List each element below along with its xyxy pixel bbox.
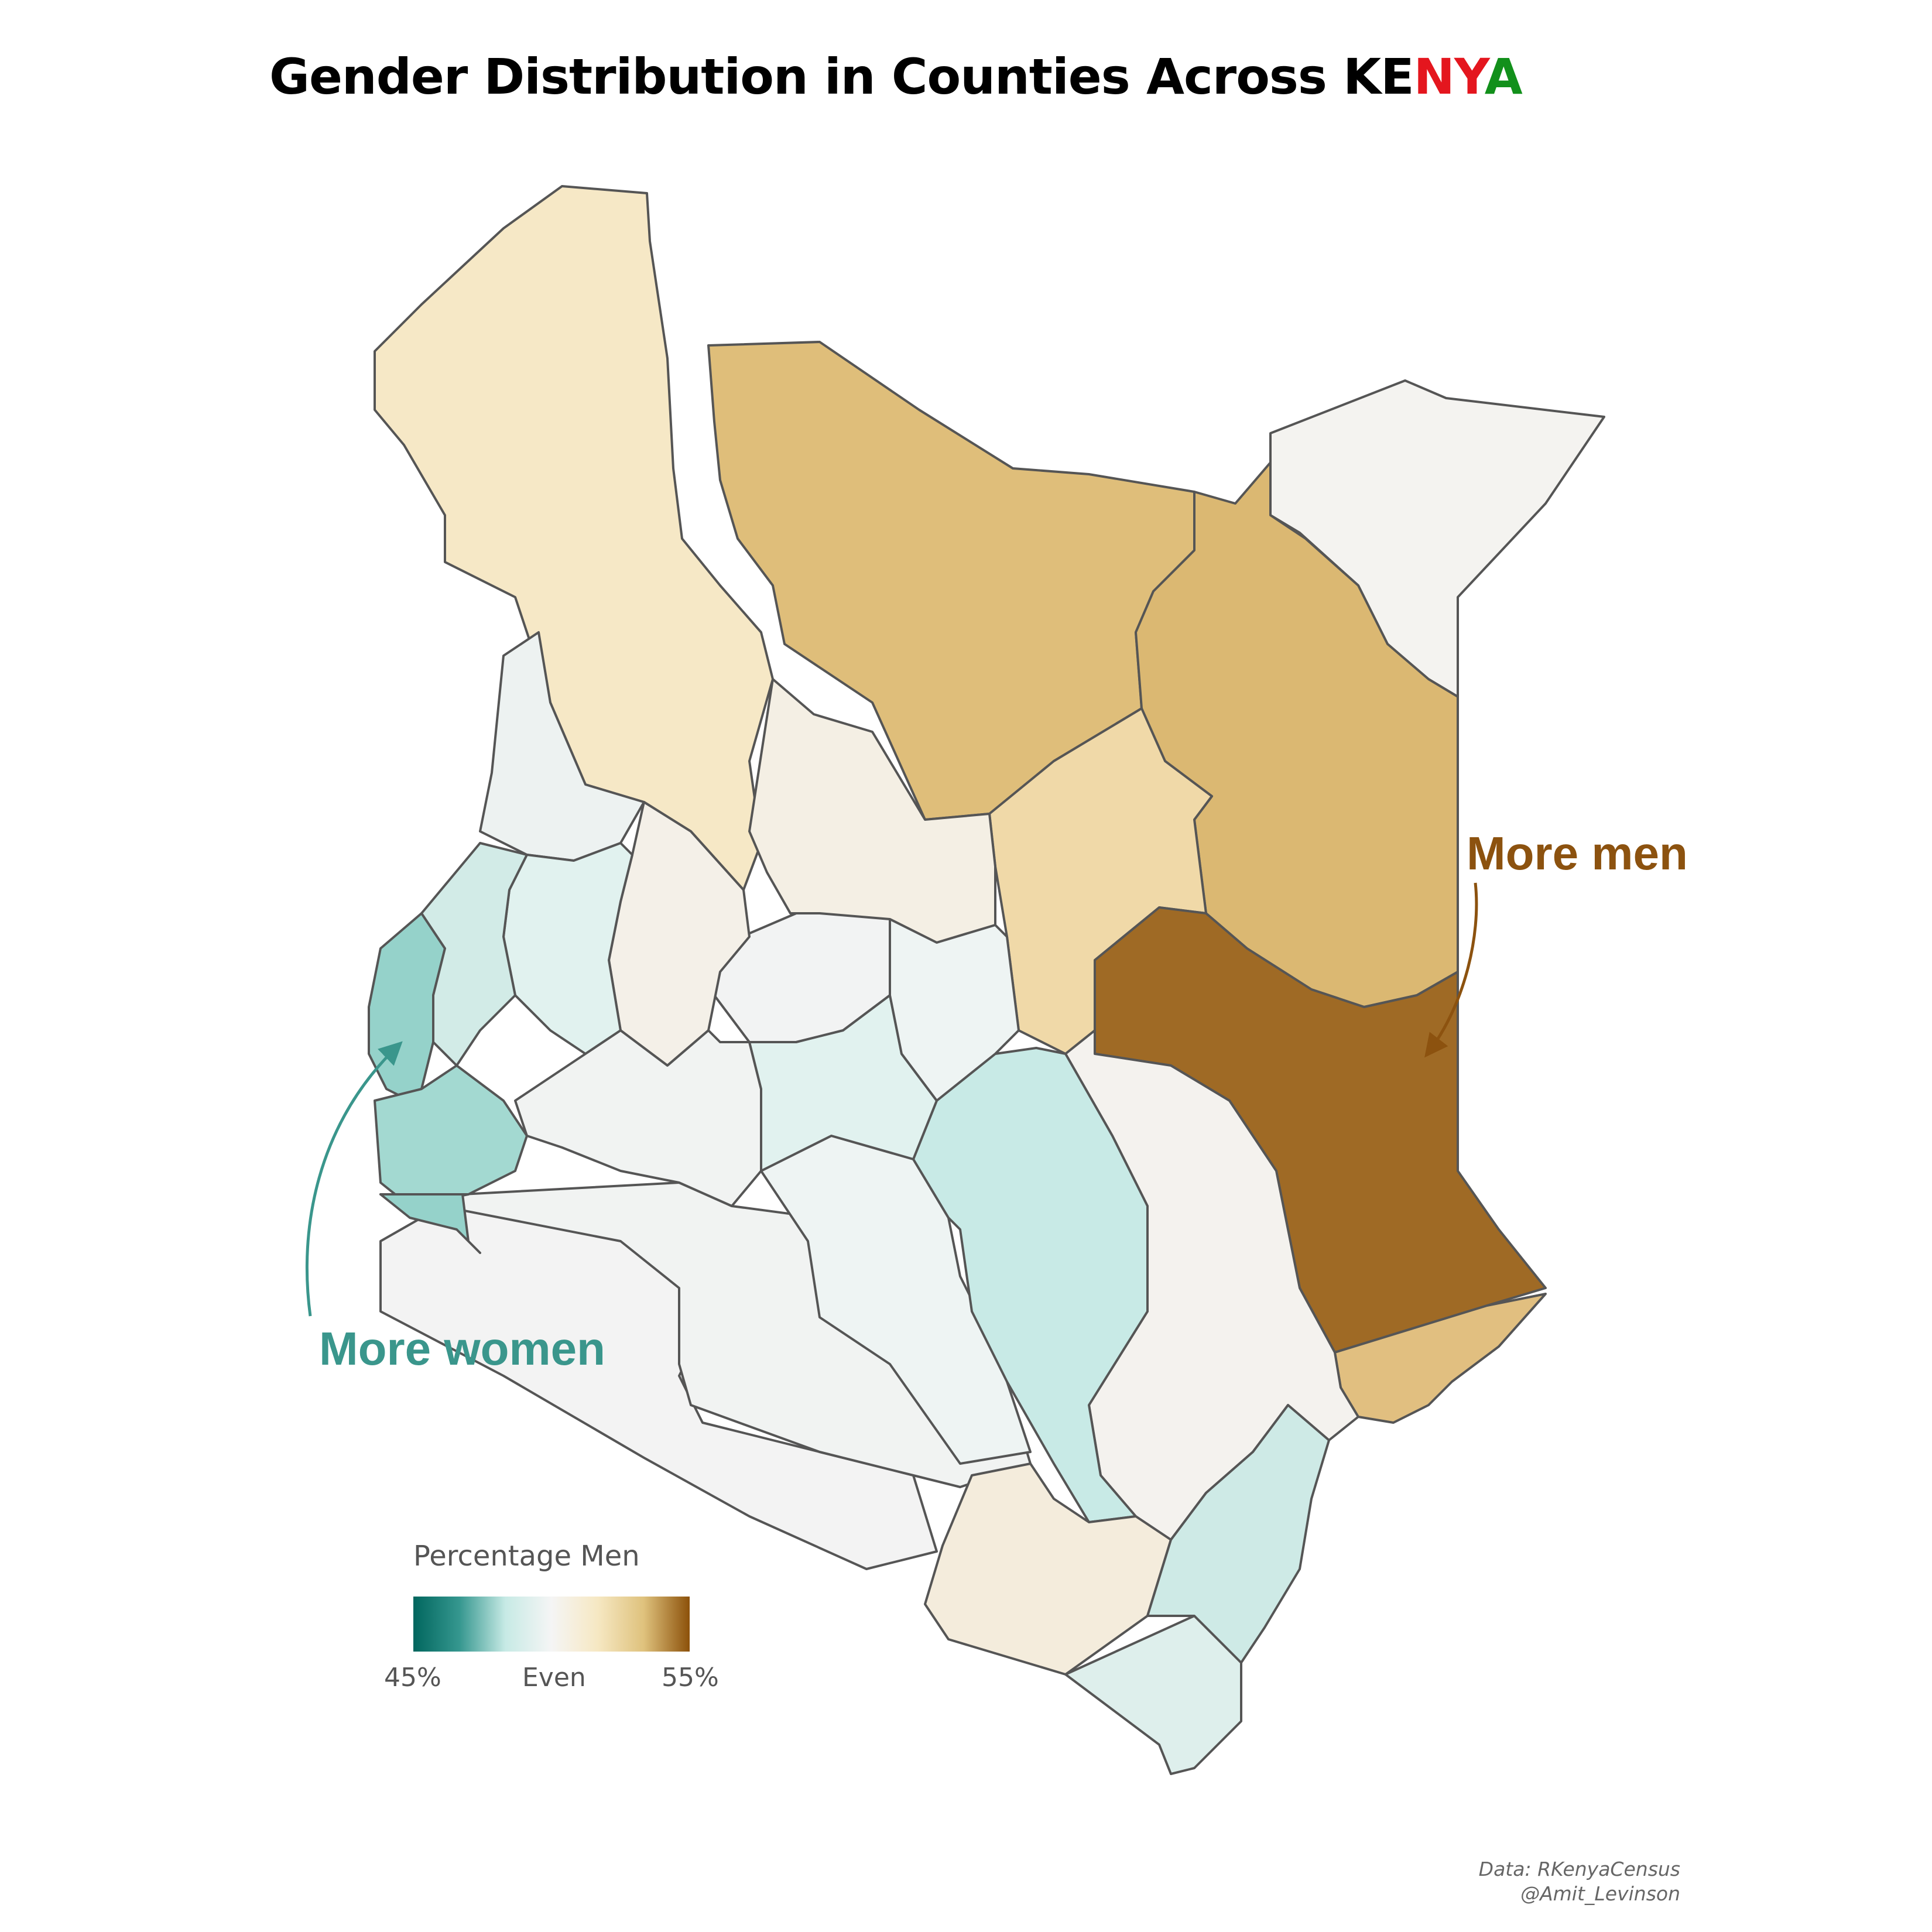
caption-author: @Amit_Levinson [1520, 1882, 1680, 1905]
county-meru-embu [889, 918, 1020, 1102]
title-letter-y: Y [1454, 48, 1485, 105]
county-taita-taveta [1146, 1404, 1330, 1664]
source-caption: Data: RKenyaCensus @Amit_Levinson [1479, 1857, 1680, 1906]
legend-title: Percentage Men [413, 1540, 640, 1573]
more-men-arrow [1424, 882, 1478, 1058]
county-bungoma-kakamega [420, 842, 528, 1067]
title-letter-a: A [1484, 48, 1523, 105]
more-women-arrow [305, 1041, 403, 1317]
county-migori-kisii [379, 1193, 481, 1254]
county-nakuru-region [514, 1029, 762, 1207]
legend-color-bar [413, 1597, 690, 1652]
caption-data-source: Data: RKenyaCensus [1478, 1858, 1680, 1880]
more-men-label: More men [1467, 827, 1688, 879]
title-prefix: Gender Distribution in Counties Across [269, 48, 1344, 105]
legend-mid-label: Even [522, 1663, 586, 1693]
title-letter-n: N [1413, 48, 1455, 105]
legend-max-label: 55% [662, 1663, 719, 1693]
legend-min-label: 45% [384, 1663, 441, 1693]
more-women-label: More women [319, 1323, 605, 1375]
page-title: Gender Distribution in Counties Across K… [269, 48, 1523, 105]
title-letters-ke: KE [1343, 48, 1414, 105]
